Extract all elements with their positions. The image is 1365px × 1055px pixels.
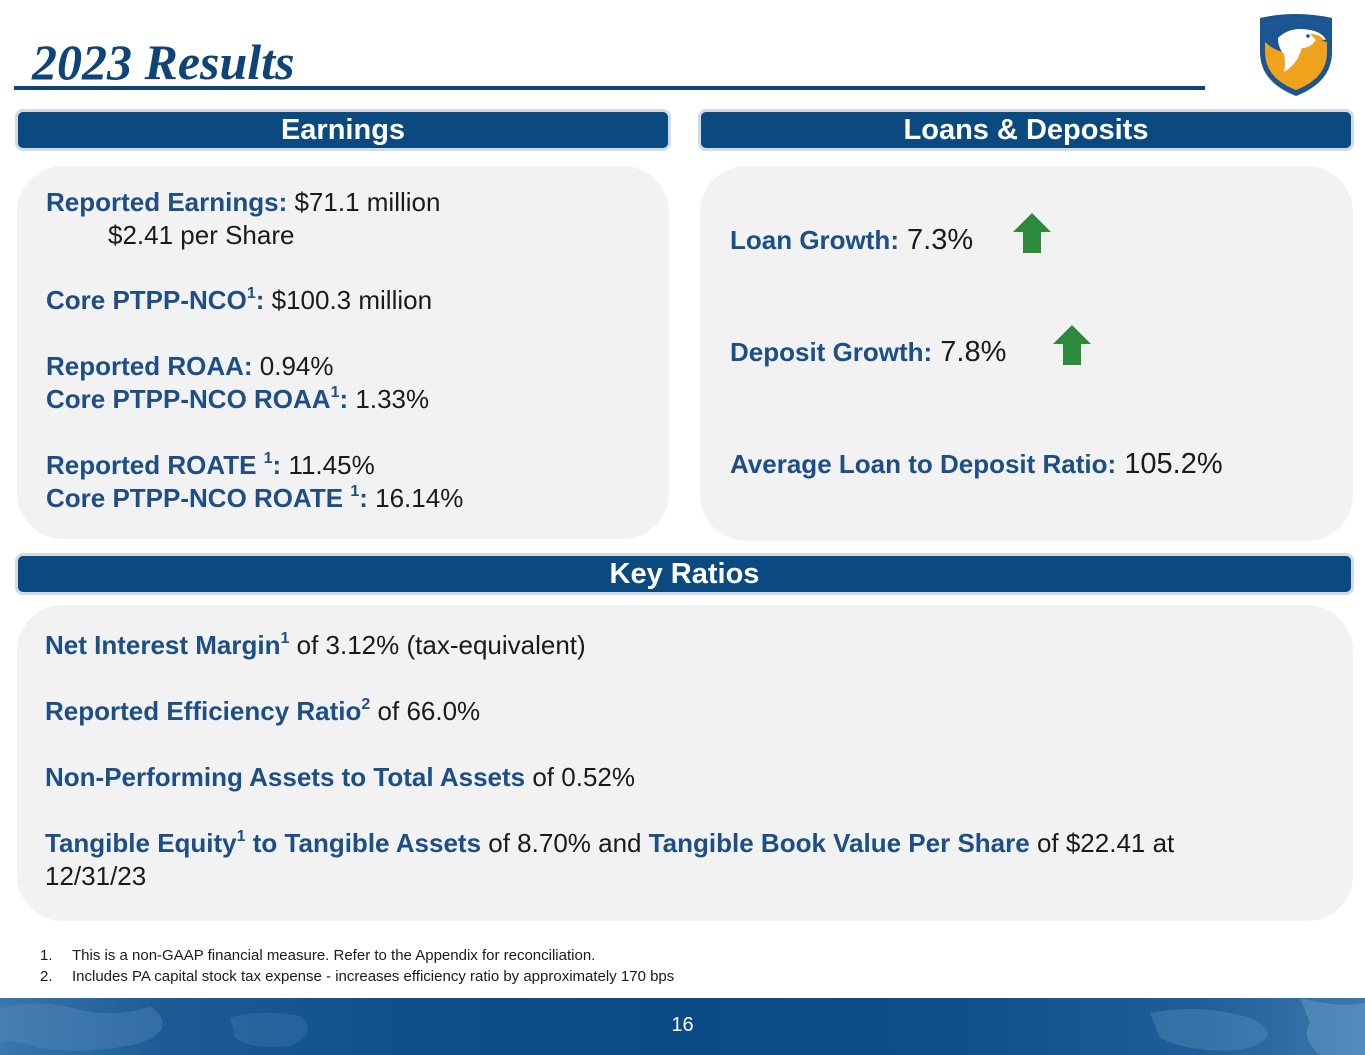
deposit-growth-line: Deposit Growth: 7.8%: [730, 336, 1006, 368]
page-number: 16: [671, 1014, 694, 1036]
loan-growth-line: Loan Growth: 7.3%: [730, 224, 973, 256]
key-ratios-header-label: Key Ratios: [609, 557, 760, 590]
reported-roaa-label: Reported ROAA:: [46, 351, 253, 381]
earnings-header-label: Earnings: [280, 113, 406, 146]
core-roaa-label: Core PTPP-NCO ROAA: [46, 384, 331, 414]
tangible-equity-value: of 8.70% and: [481, 828, 649, 858]
efficiency-line: Reported Efficiency Ratio2 of 66.0%: [45, 695, 480, 727]
core-roate-footnote: 1: [350, 483, 360, 500]
eagle-shield-logo-icon: [1260, 14, 1332, 96]
earnings-header: Earnings: [15, 109, 671, 151]
core-roate-label: Core PTPP-NCO ROATE: [46, 483, 351, 513]
reported-roate-value: 11.45%: [281, 450, 375, 480]
core-roate-line: Core PTPP-NCO ROATE 1: 16.14%: [46, 482, 463, 514]
core-ptpp-footnote: 1: [246, 285, 256, 302]
core-roaa-value: 1.33%: [348, 384, 430, 414]
deposit-growth-label: Deposit Growth:: [730, 337, 933, 367]
reported-roate-colon: :: [272, 450, 282, 480]
date-line: 12/31/23: [45, 860, 146, 892]
npa-value: of 0.52%: [525, 762, 635, 792]
reported-earnings-label: Reported Earnings:: [46, 187, 288, 217]
loan-growth-value: 7.3%: [898, 224, 974, 256]
reported-roate-line: Reported ROATE 1: 11.45%: [46, 449, 375, 481]
key-ratios-panel: Net Interest Margin1 of 3.12% (tax-equiv…: [17, 605, 1353, 921]
core-roaa-footnote: 1: [330, 384, 340, 401]
efficiency-footnote: 2: [361, 696, 371, 713]
per-share-value: $2.41 per Share: [108, 220, 295, 250]
deposit-growth-up-arrow-icon: [1053, 325, 1091, 365]
tangible-equity-line: Tangible Equity1 to Tangible Assets of 8…: [45, 827, 1174, 859]
footnote-1-text: This is a non-GAAP financial measure. Re…: [72, 947, 596, 964]
reported-roaa-line: Reported ROAA: 0.94%: [46, 350, 334, 382]
footnote-2-text: Includes PA capital stock tax expense - …: [72, 968, 675, 985]
core-ptpp-label: Core PTPP-NCO: [46, 285, 247, 315]
loan-growth-up-arrow-icon: [1013, 213, 1051, 253]
core-ptpp-value: $100.3 million: [264, 285, 433, 315]
reported-earnings-value: $71.1 million: [287, 187, 441, 217]
core-roaa-colon: :: [339, 384, 349, 414]
deposit-growth-value: 7.8%: [932, 336, 1007, 368]
core-roaa-line: Core PTPP-NCO ROAA1: 1.33%: [46, 383, 429, 415]
tbv-label: Tangible Book Value Per Share: [648, 828, 1030, 858]
reported-roate-label: Reported ROATE: [46, 450, 264, 480]
footnote-2: 2. Includes PA capital stock tax expense …: [40, 968, 674, 985]
core-roate-colon: :: [359, 483, 368, 513]
core-roate-value: 16.14%: [367, 483, 464, 513]
footnote-2-number: 2.: [40, 968, 53, 985]
footer-band: [0, 998, 1365, 1055]
world-map-texture: [0, 998, 1365, 1055]
tangible-assets-label: to Tangible Assets: [245, 828, 482, 858]
loan-growth-label: Loan Growth:: [730, 225, 899, 255]
tangible-equity-footnote: 1: [236, 828, 246, 845]
npa-line: Non-Performing Assets to Total Assets of…: [45, 761, 635, 793]
nim-line: Net Interest Margin1 of 3.12% (tax-equiv…: [45, 629, 586, 661]
nim-footnote: 1: [280, 630, 290, 647]
footnote-1-number: 1.: [40, 947, 53, 964]
reported-roate-footnote: 1: [263, 450, 273, 467]
earnings-panel: Reported Earnings: $71.1 million $2.41 p…: [17, 166, 669, 539]
nim-value: of 3.12% (tax-equivalent): [289, 630, 586, 660]
efficiency-label: Reported Efficiency Ratio: [45, 696, 362, 726]
loans-deposits-header-label: Loans & Deposits: [903, 113, 1149, 146]
core-ptpp-line: Core PTPP-NCO1: $100.3 million: [46, 284, 432, 316]
reported-roaa-value: 0.94%: [252, 351, 334, 381]
footnote-1: 1. This is a non-GAAP financial measure. …: [40, 947, 595, 964]
as-of-date: 12/31/23: [45, 861, 147, 891]
tbv-value: of $22.41 at: [1029, 828, 1175, 858]
loan-deposit-ratio-value: 105.2%: [1116, 448, 1223, 480]
nim-label: Net Interest Margin: [45, 630, 281, 660]
page-title: 2023 Results: [32, 34, 295, 90]
tangible-equity-label: Tangible Equity: [45, 828, 237, 858]
per-share-line: $2.41 per Share: [108, 219, 294, 251]
core-ptpp-colon: :: [255, 285, 265, 315]
title-underline: [14, 86, 1205, 90]
efficiency-value: of 66.0%: [370, 696, 481, 726]
npa-label: Non-Performing Assets to Total Assets: [45, 762, 526, 792]
key-ratios-header: Key Ratios: [15, 553, 1354, 595]
reported-earnings-line: Reported Earnings: $71.1 million: [46, 186, 440, 218]
loan-deposit-ratio-label: Average Loan to Deposit Ratio:: [730, 449, 1117, 479]
loan-deposit-ratio-line: Average Loan to Deposit Ratio: 105.2%: [730, 448, 1223, 480]
loans-deposits-header: Loans & Deposits: [698, 109, 1354, 151]
